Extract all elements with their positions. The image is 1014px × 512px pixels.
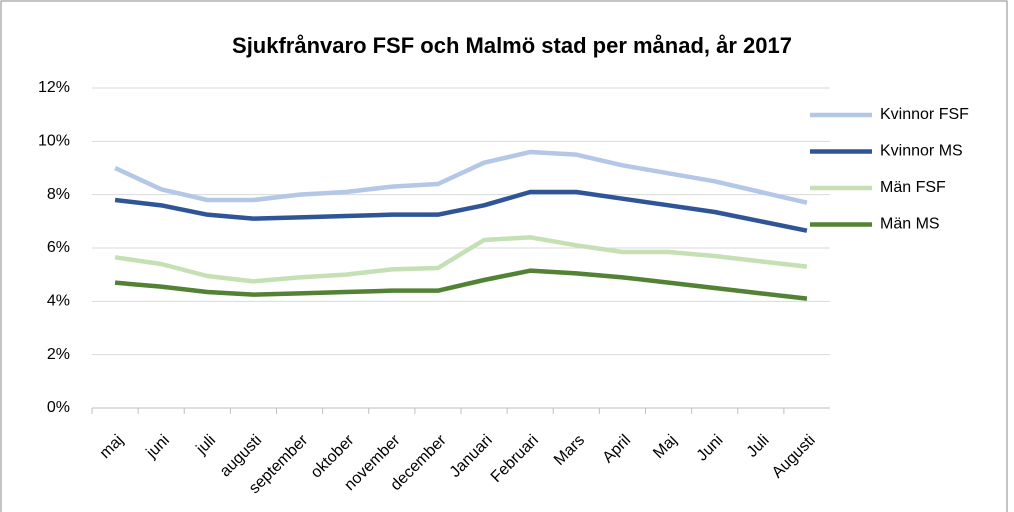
legend-label: Män MS [880, 216, 940, 233]
legend-label: Kvinnor FSF [880, 106, 969, 123]
y-tick-label: 10% [38, 133, 70, 150]
y-tick-label: 4% [47, 293, 70, 310]
series-line [114, 189, 808, 233]
y-tick-label: 12% [38, 79, 70, 96]
y-tick-label: 6% [47, 239, 70, 256]
series-line [114, 235, 808, 284]
series-line [114, 149, 808, 205]
legend-label: Kvinnor MS [880, 143, 963, 160]
series-line [114, 268, 808, 301]
y-tick-label: 2% [47, 346, 70, 363]
legend-label: Män FSF [880, 179, 946, 196]
y-tick-label: 8% [47, 186, 70, 203]
chart-title: Sjukfrånvaro FSF och Malmö stad per måna… [232, 33, 792, 58]
y-tick-label: 0% [47, 399, 70, 416]
